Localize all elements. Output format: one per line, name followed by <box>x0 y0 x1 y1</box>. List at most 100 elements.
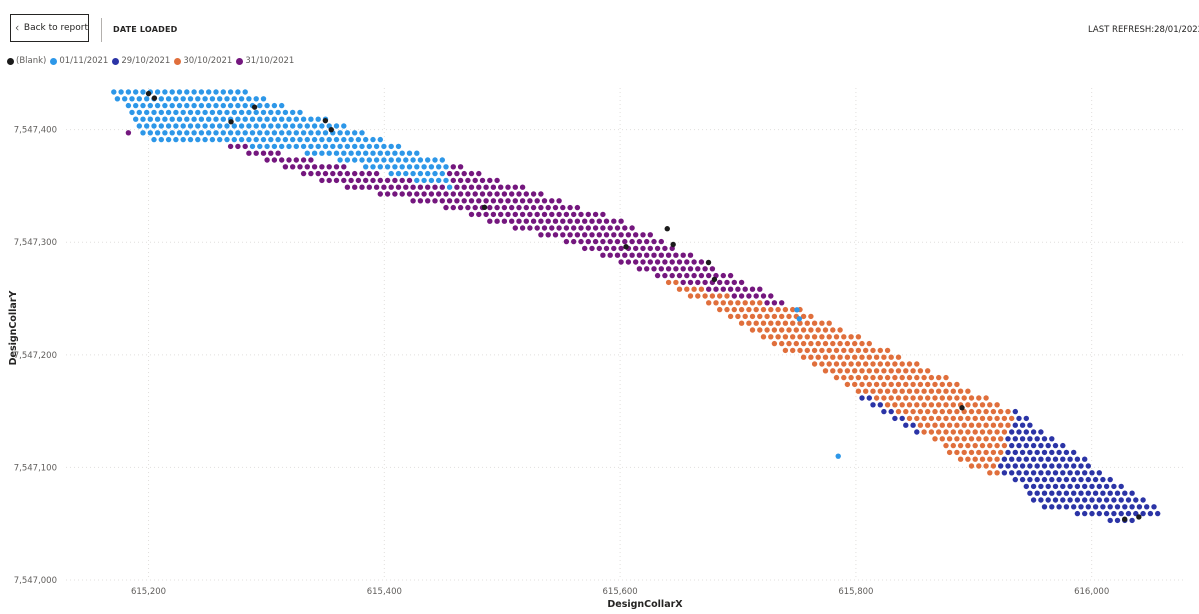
data-point[interactable] <box>209 109 216 116</box>
data-point[interactable] <box>304 123 310 129</box>
data-point[interactable] <box>1060 497 1066 503</box>
data-point[interactable] <box>760 306 767 313</box>
data-point[interactable] <box>1027 490 1033 496</box>
data-point[interactable] <box>1023 456 1029 462</box>
data-point[interactable] <box>928 388 935 394</box>
data-point[interactable] <box>841 347 847 354</box>
data-point[interactable] <box>1052 470 1059 476</box>
data-point[interactable] <box>552 218 559 224</box>
data-point[interactable] <box>1005 422 1011 428</box>
data-point[interactable] <box>1089 470 1095 476</box>
data-point[interactable] <box>1078 463 1084 469</box>
data-point[interactable] <box>439 170 445 177</box>
data-point[interactable] <box>388 143 394 150</box>
data-point[interactable] <box>892 374 898 381</box>
data-point[interactable] <box>1016 429 1022 435</box>
data-point[interactable] <box>1049 463 1055 469</box>
data-point[interactable] <box>596 245 602 252</box>
data-point[interactable] <box>195 96 201 102</box>
data-point[interactable] <box>1038 470 1044 476</box>
data-point[interactable] <box>260 136 267 143</box>
data-point[interactable] <box>611 245 617 252</box>
data-point[interactable] <box>987 429 993 435</box>
data-point[interactable] <box>1019 449 1026 456</box>
data-point[interactable] <box>176 89 183 95</box>
data-point[interactable] <box>290 109 296 116</box>
data-point[interactable] <box>1147 510 1154 517</box>
data-point[interactable] <box>235 143 241 150</box>
data-point[interactable] <box>954 395 960 401</box>
data-point[interactable] <box>279 116 285 122</box>
data-point[interactable] <box>691 259 697 265</box>
data-point[interactable] <box>731 279 737 286</box>
data-point[interactable] <box>794 307 800 313</box>
data-point[interactable] <box>319 177 325 184</box>
data-point[interactable] <box>720 300 726 306</box>
data-point[interactable] <box>877 402 883 408</box>
data-point[interactable] <box>877 374 883 381</box>
data-point[interactable] <box>654 259 661 265</box>
data-point[interactable] <box>1136 504 1143 510</box>
data-point[interactable] <box>644 266 650 272</box>
data-point[interactable] <box>326 177 332 184</box>
data-point[interactable] <box>768 293 774 299</box>
data-point[interactable] <box>1019 436 1026 442</box>
data-point[interactable] <box>275 109 281 116</box>
data-point[interactable] <box>600 211 606 218</box>
data-point[interactable] <box>450 164 456 170</box>
data-point[interactable] <box>768 334 774 340</box>
data-point[interactable] <box>333 177 340 184</box>
data-point[interactable] <box>589 245 595 252</box>
data-point[interactable] <box>954 449 960 456</box>
data-point[interactable] <box>797 334 803 340</box>
data-point[interactable] <box>253 96 259 102</box>
data-point[interactable] <box>432 184 438 190</box>
data-point[interactable] <box>932 422 938 428</box>
data-point[interactable] <box>1049 490 1055 496</box>
data-point[interactable] <box>523 204 529 211</box>
data-point[interactable] <box>476 184 482 190</box>
data-point[interactable] <box>647 245 653 252</box>
data-point[interactable] <box>483 211 489 218</box>
data-point[interactable] <box>640 245 646 252</box>
data-point[interactable] <box>1074 483 1081 490</box>
data-point[interactable] <box>260 109 267 116</box>
data-point[interactable] <box>136 109 142 116</box>
data-point[interactable] <box>830 368 836 374</box>
data-point[interactable] <box>158 109 164 116</box>
data-point[interactable] <box>866 340 872 347</box>
data-point[interactable] <box>1023 415 1029 422</box>
data-point[interactable] <box>1096 497 1103 503</box>
data-point[interactable] <box>184 116 190 122</box>
data-point[interactable] <box>954 381 960 388</box>
data-point[interactable] <box>271 143 278 150</box>
data-point[interactable] <box>881 408 887 415</box>
data-point[interactable] <box>826 320 832 326</box>
data-point[interactable] <box>147 102 153 109</box>
data-point[interactable] <box>1082 456 1088 462</box>
data-point[interactable] <box>713 286 719 292</box>
data-point[interactable] <box>165 109 172 116</box>
data-point[interactable] <box>574 232 581 238</box>
data-point[interactable] <box>173 123 179 129</box>
data-point[interactable] <box>516 204 522 211</box>
data-point[interactable] <box>552 204 559 211</box>
data-point[interactable] <box>257 116 263 122</box>
data-point[interactable] <box>454 184 460 190</box>
data-point[interactable] <box>202 123 208 129</box>
data-point[interactable] <box>220 102 226 109</box>
data-point[interactable] <box>1100 476 1106 483</box>
data-point[interactable] <box>227 130 234 136</box>
data-point[interactable] <box>914 374 920 381</box>
data-point[interactable] <box>461 198 467 204</box>
data-point[interactable] <box>899 374 905 381</box>
data-point[interactable] <box>184 89 190 95</box>
data-point[interactable] <box>1133 497 1139 503</box>
data-point[interactable] <box>600 252 606 258</box>
data-point[interactable] <box>355 136 362 143</box>
data-point[interactable] <box>884 402 891 408</box>
data-point[interactable] <box>359 170 365 177</box>
data-point[interactable] <box>315 143 321 150</box>
data-point[interactable] <box>596 232 602 238</box>
data-point[interactable] <box>914 429 920 435</box>
